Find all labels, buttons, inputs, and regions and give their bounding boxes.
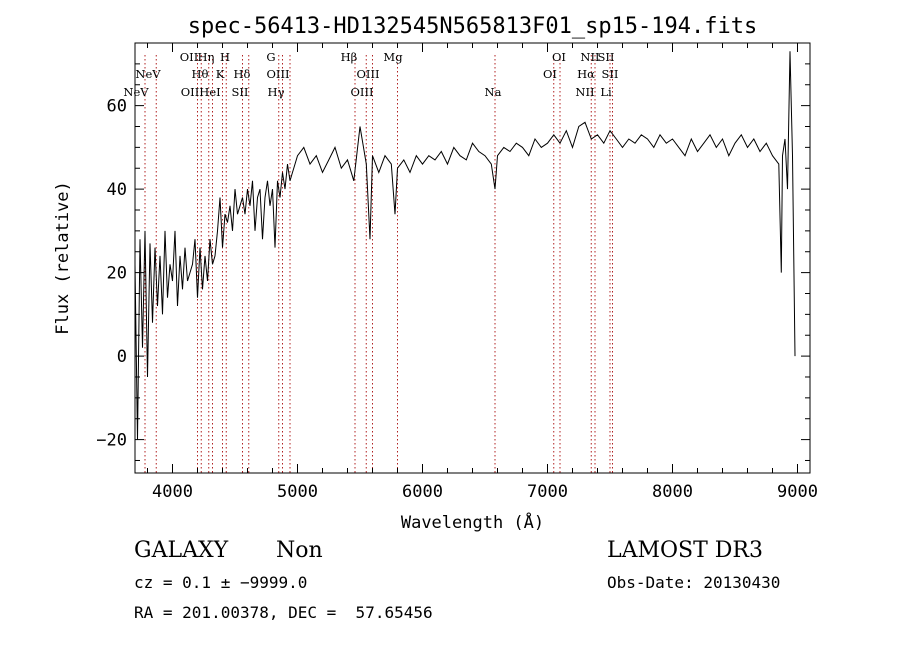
chart-title: spec-56413-HD132545N565813F01_sp15-194.f…	[188, 14, 758, 39]
plot-frame	[134, 42, 811, 474]
object-subclass: Non	[276, 538, 323, 563]
x-tick-label: 6000	[402, 482, 443, 502]
spectral-line-label: G	[266, 50, 275, 64]
spectral-line-label: SII	[598, 50, 615, 64]
y-tick-label: −20	[96, 431, 127, 451]
spectral-line-label: OII	[181, 85, 200, 99]
spectral-line-label: NII	[575, 85, 594, 99]
spectral-line-label: Hα	[577, 67, 595, 81]
y-tick-label: 40	[107, 180, 127, 200]
spectral-line-label: NII	[580, 50, 599, 64]
spectral-line-label: Hδ	[234, 67, 251, 81]
coordinates-line: RA = 201.00378, DEC = 57.65456	[134, 603, 433, 622]
y-tick-label: 0	[117, 347, 127, 367]
line-marker-group	[144, 55, 613, 473]
spectral-line-label: OI	[543, 67, 557, 81]
y-tick-label: 20	[107, 264, 127, 284]
x-axis: 4000 5000 6000 7000 8000 9000	[147, 43, 818, 502]
spectral-line-label: K	[216, 67, 225, 81]
y-axis: −20 0 20 40 60	[96, 63, 810, 461]
spectral-line-label: OII	[180, 50, 199, 64]
y-axis-label: Flux (relative)	[53, 181, 73, 335]
x-tick-label: 4000	[152, 482, 193, 502]
spectral-line-label: SII	[232, 85, 249, 99]
spectral-line-label: HeI	[199, 85, 220, 99]
spectral-line-label: OIII	[350, 85, 373, 99]
spectral-line-label: Na	[485, 85, 502, 99]
x-tick-label: 5000	[277, 482, 318, 502]
survey-name: LAMOST DR3	[607, 538, 763, 563]
x-tick-label: 7000	[527, 482, 568, 502]
x-tick-label: 8000	[652, 482, 693, 502]
spectral-line-label: Hβ	[341, 50, 358, 64]
spectral-line-label: Hη	[198, 50, 215, 64]
flux-series-line	[134, 51, 796, 440]
spectral-line-label: OI	[552, 50, 566, 64]
spectral-line-label: Hθ	[192, 67, 209, 81]
spectral-line-label: SII	[602, 67, 619, 81]
spectral-line-label: Hγ	[268, 85, 285, 99]
x-tick-label: 9000	[777, 482, 818, 502]
redshift-line: cz = 0.1 ± −9999.0	[134, 573, 308, 592]
spectral-line-label: Mg	[383, 50, 403, 64]
spectral-line-label: Li	[600, 85, 612, 99]
spectral-line-label: NeV	[123, 85, 149, 99]
obs-date: Obs-Date: 20130430	[607, 573, 781, 592]
spectral-line-label: OIII	[266, 67, 289, 81]
spectral-line-label: OIII	[356, 67, 379, 81]
spectral-line-label: NeV	[135, 67, 161, 81]
y-tick-label: 60	[107, 97, 127, 117]
spectral-line-label: H	[220, 50, 230, 64]
x-axis-label: Wavelength (Å)	[401, 511, 544, 533]
object-class: GALAXY	[134, 538, 229, 563]
